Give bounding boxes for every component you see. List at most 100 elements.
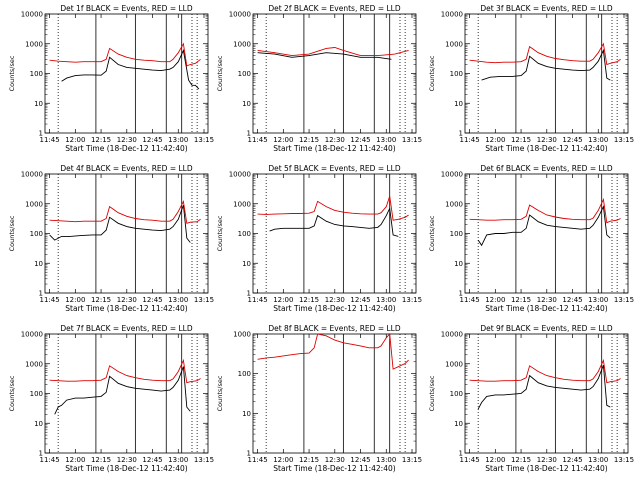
- y-tick-label: 1000: [445, 40, 463, 48]
- series-line-lld: [49, 42, 201, 67]
- x-tick-label: 12:45: [562, 136, 582, 144]
- y-tick-label: 1: [39, 450, 43, 458]
- x-tick-label: 12:45: [350, 296, 370, 304]
- x-tick-label: 12:00: [273, 136, 293, 144]
- x-tick-label: 12:15: [511, 136, 531, 144]
- y-axis-label: Counts/sec: [216, 215, 224, 251]
- x-tick-label: 11:45: [459, 456, 479, 464]
- x-axis-label: Start Time (18-Dec-12 11:42:40): [273, 464, 395, 473]
- y-tick-label: 1000: [25, 200, 43, 208]
- series-line-lld: [49, 199, 201, 224]
- x-axis-label: Start Time (18-Dec-12 11:42:40): [485, 464, 607, 473]
- x-tick-label: 13:00: [168, 136, 188, 144]
- x-tick-label: 12:45: [562, 296, 582, 304]
- chart-title: Det 5f BLACK = Events, RED = LLD: [268, 164, 401, 173]
- y-tick-label: 10: [454, 420, 463, 428]
- y-tick-label: 100: [30, 230, 43, 238]
- series-line-events: [54, 366, 191, 415]
- series-line-events: [257, 52, 392, 60]
- y-tick-label: 10: [34, 260, 43, 268]
- chart-panel-4: Det 4f BLACK = Events, RED = LLD 1 10 100 10…: [8, 164, 214, 313]
- x-axis-label: Start Time (18-Dec-12 11:42:40): [65, 144, 187, 153]
- y-tick-label: 1000: [445, 200, 463, 208]
- y-tick-label: 10: [454, 100, 463, 108]
- x-tick-label: 13:00: [168, 296, 188, 304]
- plot-frame: [44, 173, 209, 294]
- chart-panel-6: Det 6f BLACK = Events, RED = LLD 1 10 100 10…: [428, 164, 634, 313]
- x-tick-label: 11:45: [459, 136, 479, 144]
- x-tick-label: 13:00: [376, 296, 396, 304]
- y-tick-label: 1000: [233, 40, 251, 48]
- y-tick-label: 10: [454, 260, 463, 268]
- y-tick-label: 10: [242, 260, 251, 268]
- plot-frame: [44, 13, 209, 134]
- series-line-events: [481, 48, 611, 81]
- chart-title: Det 8f BLACK = Events, RED = LLD: [268, 324, 401, 333]
- x-tick-label: 11:45: [39, 296, 59, 304]
- x-tick-label: 13:15: [194, 136, 214, 144]
- y-tick-label: 1: [459, 450, 463, 458]
- y-tick-label: 1: [247, 290, 251, 298]
- y-axis-label: Counts/sec: [428, 215, 436, 251]
- x-tick-label: 11:45: [247, 136, 267, 144]
- x-tick-label: 12:15: [299, 136, 319, 144]
- chart-title: Det 2f BLACK = Events, RED = LLD: [268, 4, 401, 13]
- y-tick-label: 1000: [25, 40, 43, 48]
- x-tick-label: 13:15: [194, 296, 214, 304]
- y-tick-label: 100: [238, 70, 251, 78]
- y-tick-label: 100: [30, 390, 43, 398]
- series-line-lld: [257, 196, 409, 221]
- y-axis-label: Counts/sec: [216, 375, 224, 411]
- x-tick-label: 12:15: [299, 456, 319, 464]
- x-tick-label: 13:15: [402, 456, 422, 464]
- chart-panel-1: Det 1f BLACK = Events, RED = LLD 1 10 100 10…: [8, 4, 214, 153]
- x-tick-label: 12:45: [142, 136, 162, 144]
- x-tick-label: 13:00: [588, 296, 608, 304]
- plot-frame: [464, 173, 629, 294]
- series-line-lld: [469, 197, 621, 224]
- x-tick-label: 12:45: [562, 456, 582, 464]
- y-tick-label: 10: [242, 100, 251, 108]
- y-tick-label: 10000: [21, 171, 43, 179]
- x-tick-label: 13:15: [194, 456, 214, 464]
- x-axis-label: Start Time (18-Dec-12 11:42:40): [65, 464, 187, 473]
- y-tick-label: 10: [242, 410, 251, 418]
- x-tick-label: 12:30: [537, 456, 557, 464]
- chart-title: Det 7f BLACK = Events, RED = LLD: [60, 324, 193, 333]
- x-tick-label: 12:00: [273, 296, 293, 304]
- y-axis-label: Counts/sec: [216, 55, 224, 91]
- x-tick-label: 12:00: [65, 456, 85, 464]
- x-tick-label: 12:00: [485, 456, 505, 464]
- plot-frame: [252, 173, 417, 294]
- y-tick-label: 10000: [21, 11, 43, 19]
- y-axis-label: Counts/sec: [428, 55, 436, 91]
- y-tick-label: 100: [238, 370, 251, 378]
- series-line-events: [477, 364, 611, 410]
- y-tick-label: 100: [450, 390, 463, 398]
- x-tick-label: 12:30: [537, 296, 557, 304]
- x-tick-label: 12:45: [350, 456, 370, 464]
- y-tick-label: 10000: [441, 331, 463, 339]
- x-tick-label: 13:15: [614, 136, 634, 144]
- x-tick-label: 13:00: [376, 456, 396, 464]
- x-tick-label: 12:00: [485, 296, 505, 304]
- x-tick-label: 13:00: [376, 136, 396, 144]
- x-axis-label: Start Time (18-Dec-12 11:42:40): [273, 144, 395, 153]
- chart-title: Det 9f BLACK = Events, RED = LLD: [480, 324, 613, 333]
- x-tick-label: 12:15: [511, 296, 531, 304]
- x-tick-label: 13:00: [588, 136, 608, 144]
- chart-title: Det 3f BLACK = Events, RED = LLD: [480, 4, 613, 13]
- y-axis-label: Counts/sec: [8, 215, 16, 251]
- x-axis-label: Start Time (18-Dec-12 11:42:40): [65, 304, 187, 313]
- x-tick-label: 12:15: [511, 456, 531, 464]
- y-tick-label: 10000: [229, 171, 251, 179]
- x-axis-label: Start Time (18-Dec-12 11:42:40): [485, 304, 607, 313]
- chart-title: Det 1f BLACK = Events, RED = LLD: [60, 4, 193, 13]
- x-tick-label: 11:45: [247, 296, 267, 304]
- x-tick-label: 13:15: [402, 136, 422, 144]
- x-tick-label: 12:00: [485, 136, 505, 144]
- chart-panel-5: Det 5f BLACK = Events, RED = LLD 1 10 100 10…: [216, 164, 422, 313]
- y-axis-label: Counts/sec: [428, 375, 436, 411]
- y-axis-label: Counts/sec: [8, 55, 16, 91]
